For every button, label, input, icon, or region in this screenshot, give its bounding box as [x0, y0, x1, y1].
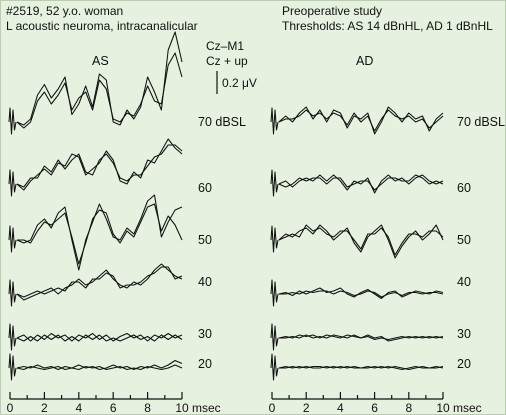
stimulus-artifact-as-2	[8, 225, 17, 253]
x-tick-label-ad-10: 10	[436, 401, 450, 415]
stimulus-artifact-ad-5	[270, 353, 279, 381]
x-tick-label-as-0: 0	[7, 401, 14, 415]
stimulus-artifact-ad-3	[270, 279, 279, 307]
level-label-ad-5: 20	[457, 357, 471, 371]
trace-as-1-a	[16, 138, 183, 191]
level-label-as-5: 20	[198, 357, 212, 371]
header-diagnosis: L acoustic neuroma, intracanalicular	[6, 19, 198, 33]
trace-ad-3-a	[278, 287, 444, 300]
trace-as-3-b	[16, 266, 183, 298]
x-tick-label-ad-4: 4	[337, 401, 344, 415]
level-label-ad-2: 50	[457, 233, 471, 247]
x-tick-label-as-6: 6	[110, 401, 117, 415]
x-tick-label-ad-6: 6	[371, 401, 378, 415]
stimulus-artifact-as-4	[8, 323, 17, 351]
trace-as-4-a	[16, 332, 183, 342]
trace-as-1-b	[16, 144, 183, 188]
header-study: Preoperative study	[282, 4, 382, 18]
stimulus-artifact-ad-4	[270, 323, 279, 351]
stimulus-artifact-as-3	[8, 279, 17, 307]
level-label-ad-4: 30	[457, 327, 471, 341]
axes-layer: 0 2 4 6 8 10 msec 0 2 4 6 8 10 msec	[7, 392, 482, 415]
x-tick-label-ad-2: 2	[303, 401, 310, 415]
trace-ad-2-a	[278, 224, 444, 259]
stimulus-artifact-ad-2	[270, 225, 279, 253]
montage-line1: Cz–M1	[206, 39, 244, 53]
panel-title-ad: AD	[356, 54, 373, 68]
x-tick-label-as-4: 4	[75, 401, 82, 415]
level-label-as-4: 30	[198, 327, 212, 341]
trace-ad-2-b	[278, 224, 444, 256]
level-label-ad-3: 40	[457, 275, 471, 289]
level-label-ad-1: 60	[457, 181, 471, 195]
trace-ad-0-a	[278, 106, 444, 135]
trace-as-5-a	[16, 359, 183, 371]
traces-layer: 70 dBSL 60 50 40 30 20 70 dBSL 60 50 40 30 20	[8, 31, 505, 381]
trace-as-2-a	[16, 194, 183, 271]
trace-as-5-b	[16, 364, 183, 371]
x-tick-label-ad-8: 8	[405, 401, 412, 415]
header-patient: #2519, 52 y.o. woman	[6, 4, 123, 18]
trace-ad-0-b	[278, 109, 444, 132]
stimulus-artifact-ad-1	[270, 169, 279, 197]
trace-as-2-b	[16, 203, 183, 265]
trace-ad-1-a	[278, 174, 444, 194]
trace-ad-4-b	[278, 334, 444, 341]
x-tick-label-as-8: 8	[144, 401, 151, 415]
x-tick-label-ad-0: 0	[269, 401, 276, 415]
trace-as-3-a	[16, 263, 183, 301]
panel-title-as: AS	[92, 54, 109, 68]
level-label-ad-0: 70 dBSL	[457, 115, 505, 129]
trace-as-4-b	[16, 334, 183, 342]
trace-as-0-a	[16, 31, 183, 126]
x-tick-label-as-10: 10	[175, 401, 189, 415]
x-unit-label-ad: msec	[453, 401, 482, 415]
montage-line2: Cz + up	[206, 54, 248, 68]
stimulus-artifact-as-1	[8, 169, 17, 197]
x-tick-label-as-2: 2	[41, 401, 48, 415]
level-label-as-3: 40	[198, 275, 212, 289]
trace-ad-5-b	[278, 365, 444, 371]
level-label-as-1: 60	[198, 181, 212, 195]
stimulus-artifact-ad-0	[270, 107, 279, 135]
header-thresholds: Thresholds: AS 14 dBnHL, AD 1 dBnHL	[282, 19, 493, 33]
trace-ad-1-b	[278, 174, 444, 191]
trace-as-0-b	[16, 52, 183, 129]
level-label-as-0: 70 dBSL	[198, 115, 246, 129]
trace-ad-3-b	[278, 290, 444, 298]
stimulus-artifact-as-0	[8, 107, 17, 135]
scale-bar-label: 0.2 μV	[222, 76, 257, 90]
stimulus-artifact-as-5	[8, 353, 17, 381]
level-label-as-2: 50	[198, 233, 212, 247]
x-unit-label-as: msec	[192, 401, 221, 415]
